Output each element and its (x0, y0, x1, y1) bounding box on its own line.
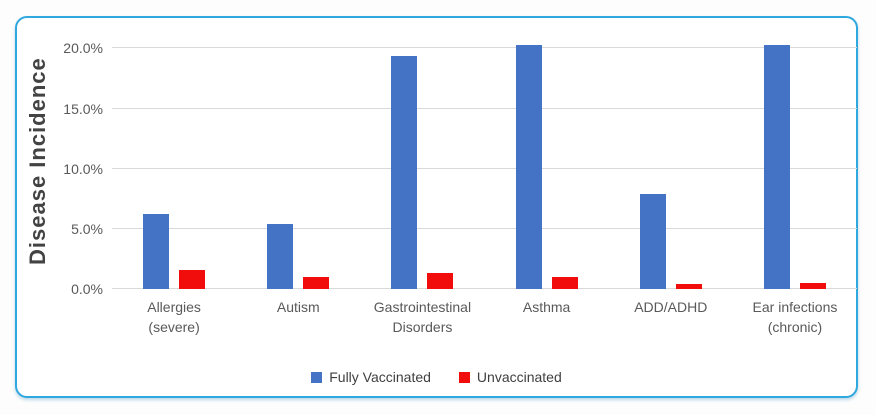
x-category-label: ADD/ADHD (634, 299, 708, 315)
bar-group (609, 34, 733, 289)
y-tick-label: 20.0% (63, 40, 103, 57)
bar-fully-vaccinated (143, 214, 170, 289)
bar-unvaccinated (303, 276, 330, 289)
legend: Fully Vaccinated Unvaccinated (17, 369, 856, 385)
bar-unvaccinated (179, 269, 206, 289)
legend-label: Fully Vaccinated (329, 369, 431, 385)
x-category-label: Autism (276, 299, 320, 315)
legend-swatch-fully-vaccinated (311, 371, 323, 383)
chart-card: Disease Incidence 20.0% 15.0% 10.0% 5.0% 0.0… (15, 16, 858, 398)
gridline (112, 288, 857, 289)
legend-label: Unvaccinated (476, 369, 562, 385)
y-tick-label: 10.0% (63, 160, 103, 177)
x-category-label: Ear infections (chronic) (752, 299, 838, 335)
bar-unvaccinated (427, 273, 454, 289)
gridline (112, 227, 857, 229)
plot-area (112, 34, 857, 289)
x-category-label: Allergies (severe) (147, 299, 201, 335)
bar-fully-vaccinated (267, 224, 294, 289)
bar-group (112, 34, 236, 289)
bar-group (485, 34, 609, 289)
bar-groups (112, 34, 857, 289)
legend-item: Unvaccinated (458, 369, 562, 385)
bar-fully-vaccinated (639, 193, 666, 289)
bar-unvaccinated (675, 284, 702, 289)
y-tick-label: 0.0% (71, 281, 103, 297)
y-axis-tick-labels: 20.0% 15.0% 10.0% 5.0% 0.0% (53, 34, 103, 297)
bar-unvaccinated (551, 276, 578, 289)
bar-fully-vaccinated (763, 44, 790, 289)
bar-unvaccinated (799, 283, 826, 289)
bar-fully-vaccinated (515, 44, 542, 289)
x-axis-category-labels: Allergies (severe) Autism Gastrointestinal… (112, 297, 857, 337)
gridline (112, 107, 857, 109)
gridline (112, 47, 857, 49)
y-tick-label: 5.0% (71, 220, 103, 237)
bar-group (236, 34, 360, 289)
legend-swatch-unvaccinated (458, 371, 470, 383)
x-category-label: Asthma (522, 299, 571, 315)
bar-fully-vaccinated (391, 55, 418, 289)
gridline (112, 167, 857, 169)
bar-group (733, 34, 857, 289)
bar-group (360, 34, 484, 289)
y-axis-title: Disease Incidence (25, 57, 50, 266)
legend-item: Fully Vaccinated (311, 369, 431, 385)
y-tick-label: 15.0% (63, 100, 103, 117)
x-category-label: Gastrointestinal Disorders (373, 299, 472, 335)
